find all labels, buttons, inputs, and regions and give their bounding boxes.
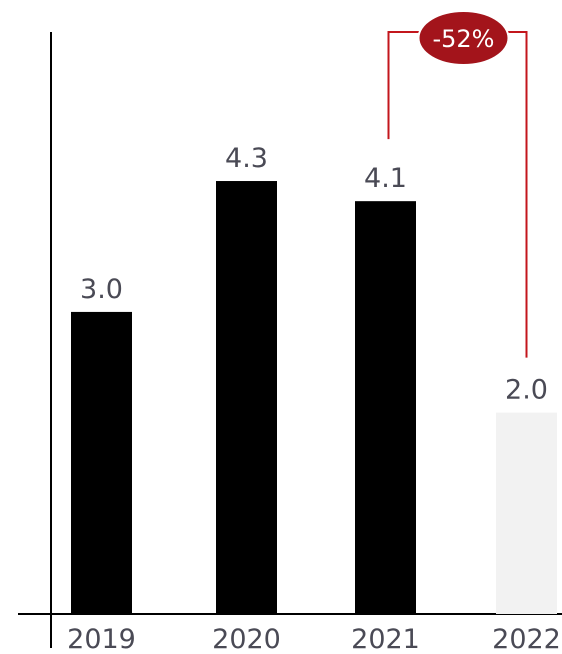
bar-2019 bbox=[71, 311, 132, 614]
change-badge-label: -52% bbox=[432, 25, 494, 53]
value-label-2019: 3.0 bbox=[80, 274, 123, 305]
x-tick-label-2021: 2021 bbox=[351, 624, 420, 654]
bar-2022 bbox=[496, 412, 557, 614]
value-label-2020: 4.3 bbox=[225, 143, 268, 174]
value-label-2022: 2.0 bbox=[505, 375, 548, 406]
x-tick-label-2019: 2019 bbox=[67, 624, 136, 654]
value-label-2021: 4.1 bbox=[364, 163, 407, 194]
x-tick-label-2022: 2022 bbox=[492, 624, 561, 654]
bar-2020 bbox=[216, 181, 277, 614]
bar-2021 bbox=[355, 201, 416, 614]
change-badge bbox=[417, 10, 510, 66]
x-tick-label-2020: 2020 bbox=[212, 624, 281, 654]
